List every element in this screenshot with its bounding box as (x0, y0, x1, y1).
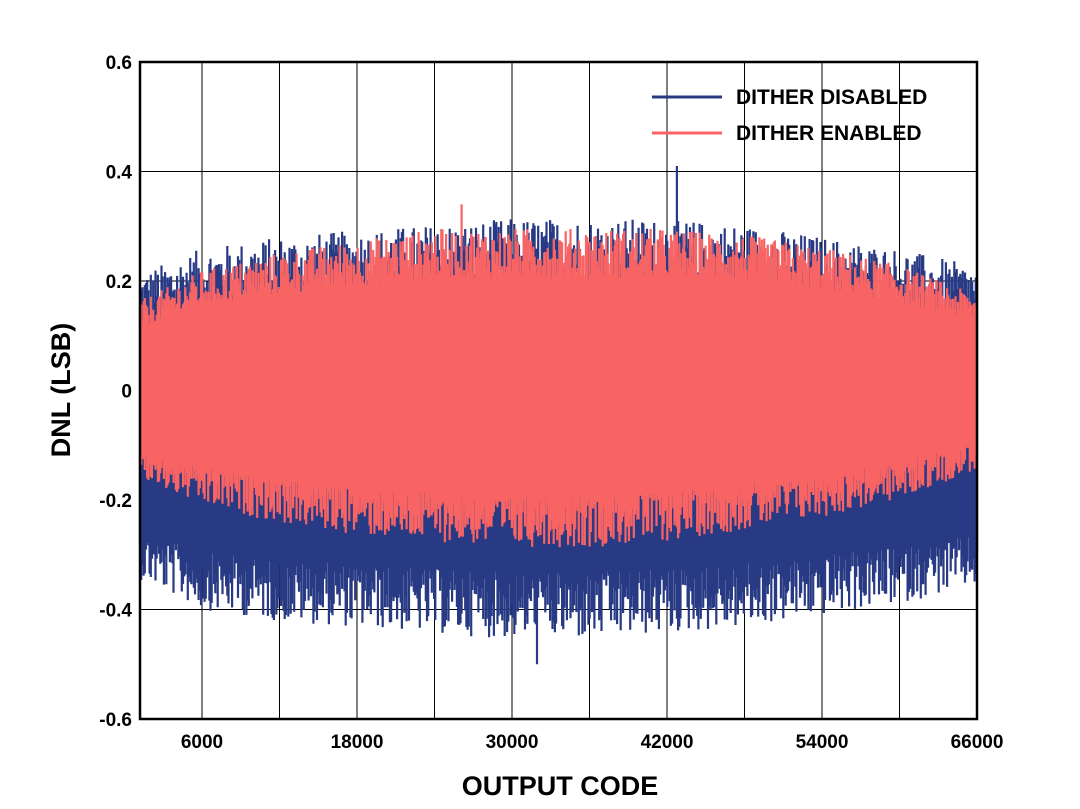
plot-frame (138, 60, 979, 721)
y-tick-label: 0.2 (106, 272, 132, 293)
x-tick-label: 18000 (331, 732, 384, 753)
x-tick-label: 6000 (181, 732, 223, 753)
y-tick-label: 0.4 (106, 163, 133, 184)
series-layer (138, 166, 979, 665)
y-tick-label: -0.2 (99, 491, 132, 512)
legend: DITHER DISABLED DITHER ENABLED (652, 86, 927, 145)
y-tick-label: -0.6 (99, 710, 132, 731)
x-tick-label: 54000 (796, 732, 849, 753)
legend-label-dither-disabled: DITHER DISABLED (736, 86, 927, 109)
legend-label-dither-enabled: DITHER ENABLED (736, 122, 922, 145)
x-tick-label: 30000 (486, 732, 539, 753)
x-tick-label: 42000 (641, 732, 694, 753)
y-tick-label: 0 (121, 382, 132, 403)
ticks: 6000 18000 30000 42000 54000 66000 -0.6 -0.4 -0.… (99, 53, 1003, 753)
y-axis-title: DNL (LSB) (46, 323, 76, 458)
y-tick-label: -0.4 (99, 601, 132, 622)
x-axis-title: OUTPUT CODE (462, 771, 659, 801)
y-tick-label: 0.6 (106, 53, 132, 74)
x-tick-label: 66000 (951, 732, 1004, 753)
